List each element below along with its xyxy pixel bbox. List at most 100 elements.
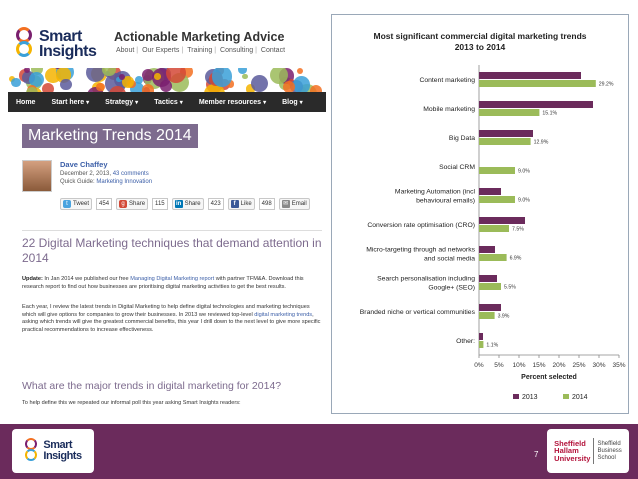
data-label-2014: 15.1% — [542, 111, 557, 117]
post-title: Marketing Trends 2014 — [22, 124, 198, 148]
bar-2014 — [479, 312, 495, 319]
data-label-2014: 29.2% — [599, 82, 614, 88]
top-links: About | Our Experts | Training | Consulting… — [116, 47, 286, 54]
smart-insights-logo-icon — [14, 27, 36, 61]
category-label: Social CRM — [439, 164, 475, 171]
nav-tactics[interactable]: Tactics ▾ — [154, 98, 183, 106]
bar-chart: Most significant commercial digital mark… — [360, 31, 626, 401]
x-axis-label: Percent selected — [521, 374, 577, 381]
category-label: behavioural emails) — [416, 198, 475, 205]
slide-footer: Smart Insights 7 Sheffield Hallam Univer… — [0, 424, 638, 479]
bar-2013 — [479, 304, 501, 311]
category-label: Google+ (SEO) — [428, 285, 475, 292]
quick-guide: Quick Guide: Marketing Innovation — [60, 179, 153, 185]
google-plus-icon: g — [119, 200, 128, 208]
x-tick-label: 10% — [512, 362, 525, 369]
category-label: Marketing Automation (incl — [395, 189, 476, 196]
top-link-contact[interactable]: Contact — [260, 47, 286, 54]
data-label-2014: 12.9% — [534, 140, 549, 146]
logo-text: Smart Insights — [39, 28, 97, 60]
top-link-training[interactable]: Training — [187, 47, 213, 54]
comments-link[interactable]: 43 comments — [112, 171, 149, 177]
tweet-count: 454 — [96, 198, 113, 210]
bar-2014 — [479, 196, 515, 203]
chevron-down-icon: ▾ — [263, 99, 267, 106]
top-link-about[interactable]: About — [116, 47, 135, 54]
bar-2013 — [479, 72, 581, 79]
chevron-down-icon: ▾ — [135, 99, 139, 106]
bar-2014 — [479, 283, 501, 290]
site-tagline: Actionable Marketing Advice — [114, 30, 285, 44]
bar-2014 — [479, 109, 540, 116]
data-label-2014: 5.5% — [504, 285, 516, 291]
author-name[interactable]: Dave Chaffey — [60, 160, 108, 169]
chart-title: Most significant commercial digital mark… — [373, 31, 586, 41]
intro-paragraph: Each year, I review the latest trends in… — [22, 304, 321, 333]
tweet-button[interactable]: t Tweet — [60, 198, 93, 210]
data-label-2014: 9.0% — [518, 198, 530, 204]
bar-2013 — [479, 217, 525, 224]
bar-2013 — [479, 101, 593, 108]
nav-home[interactable]: Home — [16, 98, 36, 106]
twitter-icon: t — [63, 200, 71, 208]
x-tick-label: 35% — [612, 362, 625, 369]
report-link[interactable]: Managing Digital Marketing report — [130, 276, 215, 282]
bar-2014 — [479, 167, 515, 174]
top-link-consulting[interactable]: Consulting — [220, 47, 254, 54]
bar-2013 — [479, 333, 483, 340]
update-paragraph: Update: In Jan 2014 we published our fre… — [22, 276, 304, 290]
email-icon: ✉ — [281, 200, 290, 208]
data-label-2014: 7.5% — [512, 227, 524, 233]
chevron-down-icon: ▾ — [86, 99, 90, 106]
category-label: and social media — [424, 256, 475, 263]
category-label: Conversion rate optimisation (CRO) — [367, 222, 475, 229]
chevron-down-icon: ▾ — [179, 99, 183, 106]
x-tick-label: 20% — [552, 362, 565, 369]
bar-2013 — [479, 130, 533, 137]
legend-swatch-2014 — [563, 394, 569, 399]
data-label-2014: 1.1% — [486, 343, 498, 349]
article-heading: 22 Digital Marketing techniques that dem… — [22, 236, 322, 265]
x-tick-label: 25% — [572, 362, 585, 369]
data-label-2014: 3.9% — [498, 314, 510, 320]
linkedin-count: 423 — [207, 198, 224, 210]
category-label: Search personalisation including — [377, 276, 475, 283]
bar-2014 — [479, 138, 531, 145]
share-row: t Tweet 454 g Share 115 in Share 423 f Like … — [60, 198, 310, 210]
gplus-share-button[interactable]: g Share — [116, 198, 149, 210]
bar-2013 — [479, 246, 495, 253]
category-label: Micro-targeting through ad networks — [366, 247, 475, 254]
sheffield-hallam-logo: Sheffield Hallam University Sheffield Bu… — [547, 429, 629, 473]
gplus-count: 115 — [152, 198, 168, 210]
category-label: Branded niche or vertical communities — [360, 309, 476, 316]
decorative-dots-band — [8, 68, 326, 92]
x-tick-label: 30% — [592, 362, 605, 369]
chart-panel: Most significant commercial digital mark… — [331, 14, 629, 414]
email-button[interactable]: ✉ Email — [278, 198, 310, 210]
nav-member-resources[interactable]: Member resources ▾ — [198, 98, 267, 106]
bar-2014 — [479, 341, 484, 348]
bar-2014 — [479, 254, 507, 261]
nav-strategy[interactable]: Strategy ▾ — [105, 98, 139, 106]
bar-2014 — [479, 80, 596, 87]
site-logo[interactable]: Smart Insights — [14, 24, 97, 64]
trends-link[interactable]: digital marketing trends — [254, 311, 313, 318]
main-nav: Home Start here ▾ Strategy ▾ Tactics ▾ Memb… — [8, 92, 326, 112]
smart-insights-logo-icon — [24, 438, 40, 464]
category-label: Content marketing — [419, 77, 475, 84]
chevron-down-icon: ▾ — [299, 99, 303, 106]
legend-label-2013: 2013 — [522, 394, 538, 401]
chart-title-line2: 2013 to 2014 — [455, 42, 506, 52]
category-label: Big Data — [449, 135, 475, 142]
nav-blog[interactable]: Blog ▾ — [282, 98, 303, 106]
avatar — [22, 160, 52, 192]
facebook-like-button[interactable]: f Like — [227, 198, 255, 210]
author-date: December 2, 2013, 43 comments — [60, 171, 149, 177]
nav-start-here[interactable]: Start here ▾ — [51, 98, 90, 106]
top-link-experts[interactable]: Our Experts — [142, 47, 180, 54]
facebook-icon: f — [230, 200, 239, 208]
page-number: 7 — [534, 450, 539, 459]
quick-guide-link[interactable]: Marketing Innovation — [96, 179, 153, 185]
linkedin-share-button[interactable]: in Share — [171, 198, 204, 210]
bar-2013 — [479, 275, 497, 282]
